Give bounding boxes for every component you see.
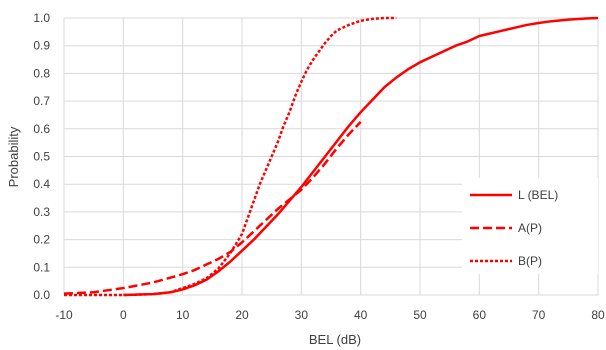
y-tick-label: 0.5 <box>33 150 50 164</box>
y-tick-label: 0.0 <box>33 288 50 302</box>
x-tick-label: 0 <box>120 308 127 322</box>
series-line-a-p <box>63 121 362 295</box>
legend-label-b-p: B(P) <box>518 254 542 268</box>
x-tick-label: 10 <box>176 308 190 322</box>
x-tick-label: 30 <box>295 308 309 322</box>
y-tick-label: 0.8 <box>33 66 50 80</box>
x-tick-labels: -10 0 10 20 30 40 50 60 70 80 <box>55 308 605 322</box>
y-tick-label: 0.9 <box>33 39 50 53</box>
x-tick-label: 20 <box>235 308 249 322</box>
y-tick-label: 0.4 <box>33 177 50 191</box>
x-tick-label: 60 <box>473 308 487 322</box>
y-tick-label: 1.0 <box>33 11 50 25</box>
y-tick-label: 0.6 <box>33 122 50 136</box>
series-lines <box>63 16 599 297</box>
x-tick-label: 70 <box>532 308 546 322</box>
legend: L (BEL) A(P) B(P) <box>462 178 598 274</box>
legend-label-a-p: A(P) <box>518 221 542 235</box>
x-axis-title: BEL (dB) <box>309 332 361 347</box>
y-tick-label: 0.2 <box>33 233 50 247</box>
y-tick-labels: 0.0 0.1 0.2 0.3 0.4 0.5 0.6 0.7 0.8 0.9 1.0 <box>33 11 50 302</box>
x-tick-label: 50 <box>413 308 427 322</box>
x-tick-label: 40 <box>354 308 368 322</box>
y-tick-label: 0.1 <box>33 260 50 274</box>
series-line-l-bel <box>123 16 599 297</box>
x-tick-label: 80 <box>591 308 605 322</box>
legend-label-l-bel: L (BEL) <box>518 188 558 202</box>
y-tick-label: 0.7 <box>33 94 50 108</box>
y-axis-title: Probability <box>6 126 21 187</box>
x-tick-label: -10 <box>55 308 73 322</box>
y-tick-label: 0.3 <box>33 205 50 219</box>
series-line-b-p <box>64 16 397 297</box>
